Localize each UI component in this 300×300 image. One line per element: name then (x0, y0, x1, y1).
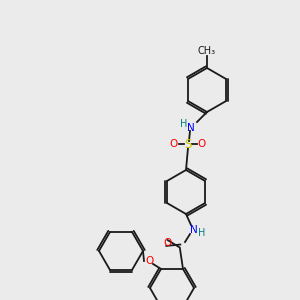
Text: N: N (190, 225, 198, 235)
Text: O: O (145, 256, 153, 266)
Text: H: H (198, 228, 206, 238)
Text: S: S (184, 137, 192, 151)
Text: N: N (187, 123, 195, 133)
Text: H: H (180, 119, 188, 129)
Text: CH₃: CH₃ (198, 46, 216, 56)
Text: O: O (163, 238, 171, 248)
Text: O: O (170, 139, 178, 149)
Text: O: O (198, 139, 206, 149)
